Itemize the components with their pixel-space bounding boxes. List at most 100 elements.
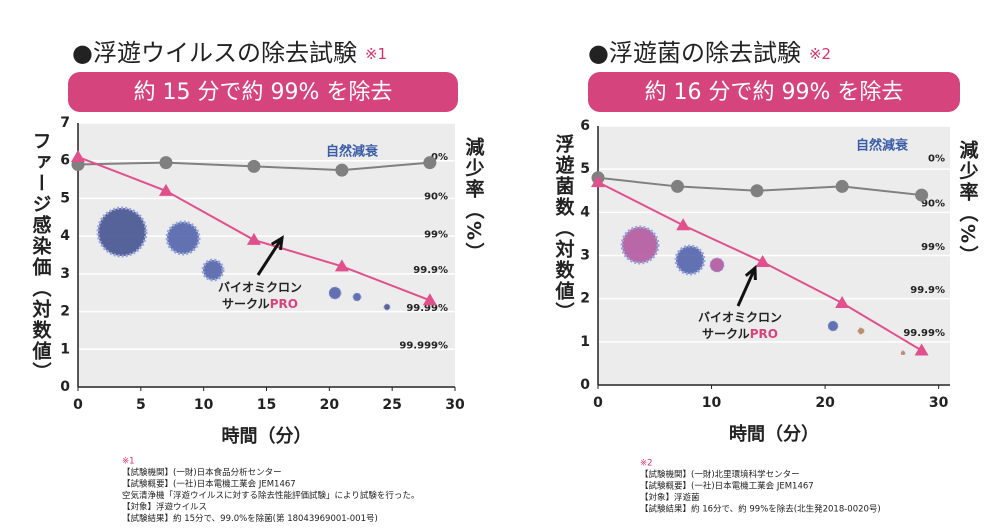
footnote: 【試験結果】約 15分で、99.0%を除菌(第 18043969001-001号…: [122, 513, 378, 524]
germ-icon: [827, 320, 839, 332]
x-tick-label: 10: [702, 395, 722, 411]
y2-axis-label: 減少率（%）: [957, 139, 980, 266]
data-marker: [755, 254, 770, 267]
reduction-label: 99.9%: [413, 265, 448, 276]
reduction-label: 0%: [928, 153, 945, 164]
data-marker: [835, 295, 850, 308]
germ-icon: [674, 244, 706, 276]
reduction-label: 0%: [431, 152, 448, 163]
x-tick-label: 5: [136, 397, 146, 413]
x-axis-label: 時間（分）: [729, 424, 819, 445]
data-marker: [335, 163, 349, 177]
data-marker: [676, 218, 691, 231]
y-tick-label: 4: [60, 228, 70, 244]
footnote: 空気清浄機「浮遊ウイルスに対する除去性能評価試験」により試験を行った。: [122, 490, 419, 501]
data-marker: [835, 179, 849, 193]
data-marker: [915, 188, 929, 202]
footnote: 【試験機関】(一財)日本食品分析センター: [122, 467, 282, 478]
annotation-arrow-head: [744, 264, 757, 281]
data-marker: [591, 175, 605, 188]
germ-icon: [857, 327, 865, 335]
footnote: 【試験概要】(一社)日本電機工業会 JEM1467: [640, 481, 814, 492]
germ-icon: [165, 220, 201, 256]
footnote: 【対象】浮遊菌: [640, 492, 700, 503]
y2-axis-label: 減少率（%）: [463, 136, 486, 263]
y-tick-label: 3: [60, 266, 70, 282]
title-text: ●浮遊ウイルスの除去試験: [72, 39, 357, 67]
reduction-label: 99.9%: [910, 285, 945, 296]
data-marker: [423, 156, 437, 170]
data-marker: [750, 184, 764, 198]
y-tick-label: 0: [580, 377, 590, 393]
banner-text: 約 15 分で約 99% を除去: [134, 80, 393, 105]
banner-bg: [588, 72, 960, 112]
series-label: 自然減衰: [856, 138, 909, 154]
germ-icon: [96, 206, 148, 258]
banner-text: 約 16 分で約 99% を除去: [645, 80, 904, 105]
data-marker: [247, 159, 261, 173]
footnote: 【試験機関】(一財)北里環境科学センター: [640, 469, 800, 480]
data-marker: [158, 183, 173, 196]
y-tick-label: 5: [580, 161, 590, 177]
chart-panel: ●浮遊ウイルスの除去試験 ※1 約 15 分で約 99% を除去 0 1 2 3 4 5 6 7 0 5…: [30, 39, 486, 524]
product-label-line: サークル: [222, 297, 270, 311]
reduction-label: 90%: [424, 192, 448, 203]
reduction-label: 99%: [921, 242, 945, 253]
y-axis-label: 浮遊菌数（対数値）: [553, 133, 576, 323]
annotation-arrow-head: [270, 235, 284, 251]
x-tick-label: 30: [929, 395, 949, 411]
x-tick-label: 30: [445, 397, 465, 413]
y-tick-label: 0: [60, 379, 70, 395]
data-marker: [914, 343, 929, 356]
data-marker: [670, 179, 684, 193]
product-label-accent: PRO: [270, 297, 298, 311]
product-label: バイオミクロン: [698, 311, 782, 325]
data-marker: [334, 259, 349, 272]
reduction-label: 99.99%: [406, 303, 448, 314]
data-marker: [159, 156, 173, 170]
footnote: ※2: [640, 459, 653, 469]
y-tick-label: 1: [580, 334, 590, 350]
y-axis-label: ファージ感染価（対数値）: [30, 131, 53, 383]
y-tick-label: 1: [60, 341, 70, 357]
x-tick-label: 20: [320, 397, 340, 413]
x-tick-label: 0: [593, 395, 603, 411]
title-note: ※2: [809, 45, 831, 63]
y-tick-label: 4: [580, 204, 590, 220]
x-axis-label: 時間（分）: [222, 426, 312, 447]
reduction-label: 99%: [424, 229, 448, 240]
chart-title: ●浮遊ウイルスの除去試験 ※1: [72, 39, 387, 67]
germ-icon: [201, 258, 225, 282]
y-tick-label: 7: [60, 115, 70, 131]
germ-icon: [620, 225, 660, 265]
chart-title: ●浮遊菌の除去試験 ※2: [588, 39, 831, 67]
reduction-label: 99.99%: [903, 328, 945, 339]
y-tick-label: 6: [580, 118, 590, 134]
y-tick-label: 5: [60, 190, 70, 206]
product-label-line: サークル: [702, 327, 750, 341]
title-text: ●浮遊菌の除去試験: [588, 39, 801, 67]
germ-icon: [709, 257, 725, 273]
title-note: ※1: [365, 45, 387, 63]
y-tick-label: 2: [580, 291, 590, 307]
reduction-label: 99.999%: [399, 341, 448, 352]
x-tick-label: 15: [257, 397, 276, 413]
product-label-accent: PRO: [750, 327, 778, 341]
germ-icon: [383, 303, 391, 311]
annotation-arrow: [736, 267, 757, 307]
x-tick-label: 10: [194, 397, 214, 413]
footnote: 【対象】浮遊ウイルス: [122, 502, 207, 513]
y-tick-label: 2: [60, 304, 70, 320]
germ-icon: [900, 350, 906, 356]
data-marker: [71, 149, 85, 162]
product-label: サークルPRO: [702, 327, 778, 341]
y-tick-label: 3: [580, 248, 590, 264]
germ-icon: [328, 286, 342, 300]
annotation-arrow: [256, 237, 284, 276]
banner-bg: [68, 72, 458, 112]
x-tick-label: 20: [815, 395, 835, 411]
x-tick-label: 25: [382, 397, 401, 413]
data-marker: [422, 293, 437, 306]
data-marker: [246, 232, 261, 245]
